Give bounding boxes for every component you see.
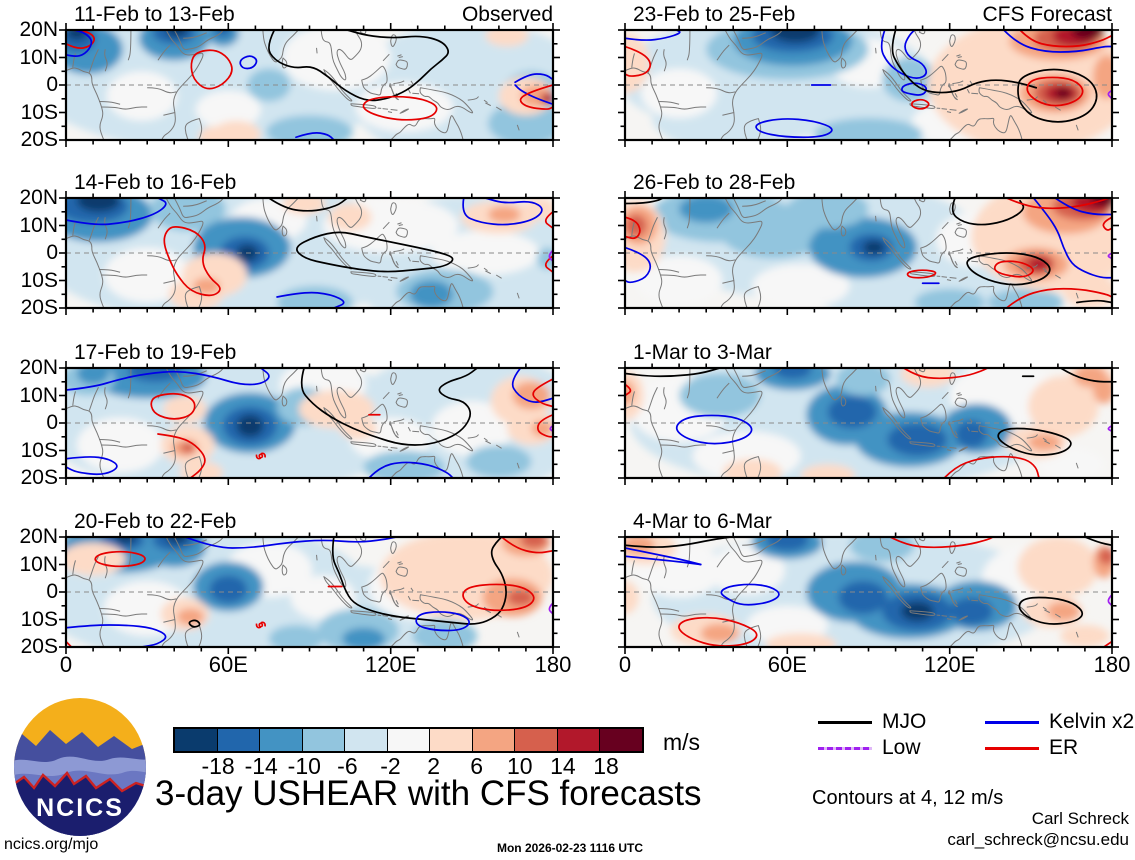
map-panel-svg xyxy=(59,23,560,147)
map-panel-svg xyxy=(618,23,1119,147)
colorbar-tick-label: -10 xyxy=(287,753,321,779)
y-axis-label: 10S xyxy=(20,268,58,292)
y-axis-label: 20S xyxy=(20,128,58,151)
map-panel-svg xyxy=(618,530,1119,654)
colorbar-tick-label: -18 xyxy=(201,753,235,779)
map-panel-forecast-4 xyxy=(616,528,1121,661)
cyclone-icon xyxy=(255,621,266,629)
colorbar-segment xyxy=(387,729,430,751)
y-axis-label: 10N xyxy=(19,213,58,237)
legend-label-kelvin: Kelvin x2 xyxy=(1049,710,1135,733)
logo-red-line xyxy=(14,771,146,793)
map-panel-svg xyxy=(618,361,1119,485)
ncics-logo: NCICS xyxy=(14,698,146,836)
y-axis-label: 10N xyxy=(19,383,58,407)
colorbar-segment xyxy=(345,729,388,751)
colorbar-segment xyxy=(217,729,260,751)
legend-label-er: ER xyxy=(1049,736,1079,759)
y-axis-label: 10S xyxy=(20,100,58,124)
y-axis-label: 20N xyxy=(19,18,58,41)
map-panel-observed-2 xyxy=(57,189,562,322)
credit-name: Carl Schreck xyxy=(1031,809,1129,828)
x-axis-label: 60E xyxy=(208,652,248,677)
y-axis-label: 20S xyxy=(20,296,58,319)
legend-line-low xyxy=(818,747,872,750)
colorbar-tick-label: 14 xyxy=(550,753,576,779)
map-panel-svg xyxy=(59,361,560,485)
map-panel-forecast-2 xyxy=(616,189,1121,322)
contour-note: Contours at 4, 12 m/s xyxy=(812,787,1004,809)
y-axis-label: 20S xyxy=(20,466,58,489)
legend-line-er xyxy=(985,747,1039,750)
legend-line-kelvin xyxy=(985,721,1039,724)
y-axis-label: 10S xyxy=(20,607,58,631)
y-axis-label: 0 xyxy=(46,580,58,603)
colorbar-segment xyxy=(600,729,642,751)
panel-title-4: 20-Feb to 22-Feb xyxy=(74,510,237,533)
colorbar-segment xyxy=(260,729,303,751)
colorbar-segment xyxy=(472,729,515,751)
x-axis-label: 60E xyxy=(767,652,807,677)
y-axis-label: 0 xyxy=(46,241,58,264)
colorbar-tick-label: -6 xyxy=(337,753,358,779)
panel-title-2: 14-Feb to 16-Feb xyxy=(74,171,237,194)
panel-title-3: 17-Feb to 19-Feb xyxy=(74,341,237,364)
map-panel-svg xyxy=(59,530,560,654)
colorbar-tick-label: 6 xyxy=(470,753,484,779)
colorbar xyxy=(173,727,644,753)
x-axis-label: 0 xyxy=(618,652,632,677)
map-panel-svg xyxy=(618,191,1119,315)
x-axis-label: 120E xyxy=(364,652,417,677)
y-axis-label: 10N xyxy=(19,45,58,69)
x-axis-label: 120E xyxy=(923,652,976,677)
colorbar-tick-label: 18 xyxy=(593,753,619,779)
y-axis-label: 20S xyxy=(20,635,58,658)
map-panel-observed-1 xyxy=(57,21,562,154)
column-label-observed: Observed xyxy=(461,3,553,26)
timestamp: Mon 2026-02-23 1116 UTC xyxy=(496,841,644,855)
x-axis-label: 180 xyxy=(534,652,572,677)
column-label-cfs-forecast: CFS Forecast xyxy=(982,3,1112,26)
colorbar-segment xyxy=(557,729,600,751)
logo-text: NCICS xyxy=(36,794,124,822)
figure-title: 3-day USHEAR with CFS forecasts xyxy=(155,774,702,813)
colorbar-segment xyxy=(175,729,218,751)
legend-label-low: Low xyxy=(882,736,921,759)
x-axis-label: 180 xyxy=(1093,652,1131,677)
legend-label-mjo: MJO xyxy=(882,710,927,733)
map-panel-forecast-1 xyxy=(616,21,1121,154)
colorbar-segment xyxy=(302,729,345,751)
legend-line-mjo xyxy=(818,721,872,724)
credit-email: carl_schreck@ncsu.edu xyxy=(947,830,1129,849)
panel-title-8: 4-Mar to 6-Mar xyxy=(633,510,772,533)
colorbar-tick-label: -2 xyxy=(380,753,401,779)
map-panel-observed-3 xyxy=(57,359,562,492)
map-panel-forecast-3 xyxy=(616,359,1121,492)
y-axis-label: 10N xyxy=(19,552,58,576)
y-axis-label: 0 xyxy=(46,411,58,434)
y-axis-label: 0 xyxy=(46,73,58,96)
colorbar-tick-label: 10 xyxy=(507,753,533,779)
y-axis-label: 20N xyxy=(19,356,58,379)
panel-title-6: 26-Feb to 28-Feb xyxy=(633,171,796,194)
colorbar-tick-label: 2 xyxy=(427,753,440,779)
colorbar-unit-label: m/s xyxy=(663,729,701,755)
y-axis-label: 20N xyxy=(19,186,58,209)
x-axis-label: 0 xyxy=(59,652,73,677)
colorbar-segment xyxy=(430,729,473,751)
panel-title-5: 23-Feb to 25-Feb xyxy=(633,3,796,26)
map-panel-svg xyxy=(59,191,560,315)
site-url: ncics.org/mjo xyxy=(4,836,99,853)
colorbar-segment xyxy=(515,729,558,751)
panel-title-1: 11-Feb to 13-Feb xyxy=(74,3,235,26)
cyclone-icon xyxy=(255,452,266,460)
colorbar-tick-label: -14 xyxy=(244,753,278,779)
y-axis-label: 10S xyxy=(20,438,58,462)
map-panel-observed-4 xyxy=(57,528,562,661)
y-axis-label: 20N xyxy=(19,525,58,548)
panel-title-7: 1-Mar to 3-Mar xyxy=(633,341,772,364)
